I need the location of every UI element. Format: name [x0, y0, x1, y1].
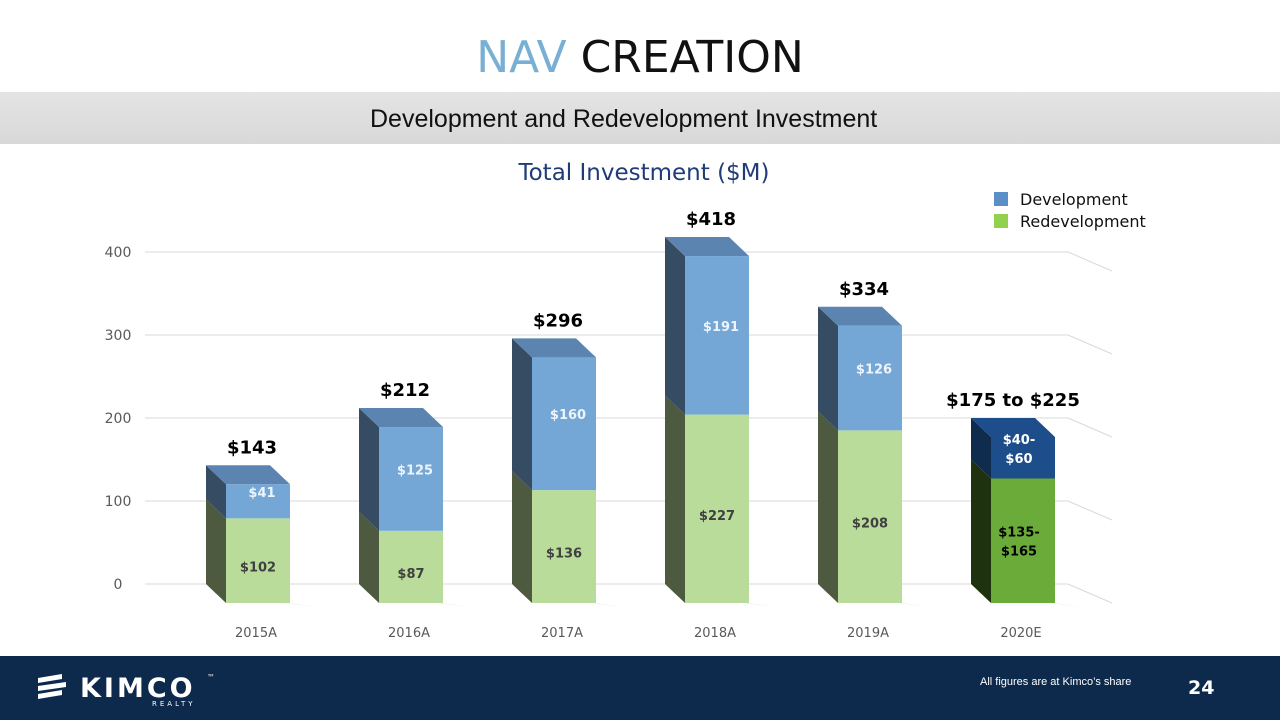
data-label-total: $334: [839, 279, 889, 300]
brand-sub: REALTY: [152, 700, 196, 708]
bar-side-development: [665, 237, 685, 415]
bar-side-redevelopment: [665, 395, 685, 603]
bar-redevelopment: [838, 430, 902, 603]
bar-top: [359, 408, 443, 428]
bar-side-redevelopment: [512, 471, 532, 603]
page-number: 24: [1188, 677, 1215, 699]
x-tick-label: 2017A: [541, 626, 583, 641]
legend-swatch-development: [994, 192, 1008, 206]
data-label-development: $60: [1005, 452, 1032, 467]
bar-redevelopment: [685, 414, 749, 603]
gridline-depth: [1067, 251, 1113, 272]
y-tick-label: 100: [105, 494, 132, 510]
bar-redevelopment: [991, 478, 1055, 603]
bar-side-development: [206, 465, 226, 519]
data-label-redevelopment: $135-: [998, 525, 1040, 540]
bar-top: [206, 465, 290, 485]
data-label-development: $125: [397, 463, 433, 478]
gridline-depth: [1067, 583, 1113, 604]
bar-side-development: [359, 408, 379, 531]
stacked-bar-chart: 0 100 200 300 400 $41 $102 $143 2015A $125 $87 $212…: [105, 209, 1113, 641]
data-label-total: $296: [533, 310, 583, 331]
legend-item-redevelopment: Redevelopment: [994, 210, 1146, 232]
title-rest: CREATION: [580, 32, 804, 83]
x-tick-label: 2016A: [388, 626, 430, 641]
y-tick-label: 300: [105, 328, 132, 344]
bar-redevelopment: [226, 518, 290, 603]
bar-side-redevelopment: [359, 511, 379, 603]
y-tick-label: 400: [105, 245, 132, 261]
y-tick-label: 0: [114, 577, 123, 593]
x-tick-label: 2019A: [847, 626, 889, 641]
bar-redevelopment: [532, 490, 596, 603]
brand-name: KIMCO: [80, 673, 196, 704]
data-label-development: $41: [248, 486, 275, 501]
legend-item-development: Development: [994, 188, 1146, 210]
data-label-redevelopment: $87: [397, 567, 424, 582]
gridline-depth: [1067, 334, 1113, 355]
bar-development: [226, 484, 290, 519]
data-label-development: $191: [703, 320, 739, 335]
bar-side-development: [512, 338, 532, 491]
data-label-redevelopment: $227: [699, 509, 735, 524]
kimco-mark-icon: [38, 674, 66, 699]
data-label-total: $143: [227, 437, 277, 458]
gridline-depth: [1067, 417, 1113, 438]
data-label-redevelopment: $136: [546, 547, 582, 562]
data-label-total: $418: [686, 209, 736, 230]
data-label-redevelopment: $208: [852, 517, 888, 532]
bar-side-development: [818, 306, 838, 431]
bar-development: [532, 357, 596, 491]
bar-side-redevelopment: [206, 499, 226, 603]
data-label-development: $160: [550, 408, 586, 423]
y-tick-label: 200: [105, 411, 132, 427]
bar-side-redevelopment: [971, 459, 991, 603]
bar-development: [379, 427, 443, 531]
bar-top: [512, 338, 596, 358]
bar-development: [685, 256, 749, 415]
legend-swatch-redevelopment: [994, 214, 1008, 228]
chart-title: Total Investment ($M): [518, 160, 770, 186]
data-label-redevelopment: $165: [1001, 544, 1037, 559]
bar-side-redevelopment: [818, 411, 838, 603]
data-label-redevelopment: $102: [240, 561, 276, 576]
footer-bar: [0, 656, 1280, 720]
bar-top: [818, 306, 902, 326]
x-tick-label: 2018A: [694, 626, 736, 641]
bar-redevelopment: [379, 530, 443, 603]
subtitle: Development and Redevelopment Investment: [370, 105, 878, 133]
legend-label-redevelopment: Redevelopment: [1020, 211, 1146, 231]
x-tick-label: 2020E: [1000, 626, 1041, 641]
data-label-development: $40-: [1003, 433, 1036, 448]
bar-top: [971, 418, 1055, 437]
kimco-logo: KIMCO ™ REALTY: [38, 673, 215, 708]
bar-development: [838, 325, 902, 431]
x-tick-label: 2015A: [235, 626, 277, 641]
bar-side-development: [971, 418, 991, 479]
data-label-total: $175 to $225: [946, 390, 1080, 411]
brand-trademark: ™: [207, 673, 215, 682]
chart-legend: Development Redevelopment: [994, 188, 1146, 232]
legend-label-development: Development: [1020, 189, 1128, 209]
bar-top: [665, 237, 749, 257]
page-title: NAV CREATION: [0, 30, 1280, 86]
title-accent: NAV: [476, 32, 567, 83]
gridline-depth: [1067, 500, 1113, 521]
footnote: All figures are at Kimco’s share: [980, 676, 1132, 688]
data-label-development: $126: [856, 363, 892, 378]
bar-development: [991, 437, 1055, 479]
subtitle-band: [0, 92, 1280, 144]
data-label-total: $212: [380, 380, 430, 401]
